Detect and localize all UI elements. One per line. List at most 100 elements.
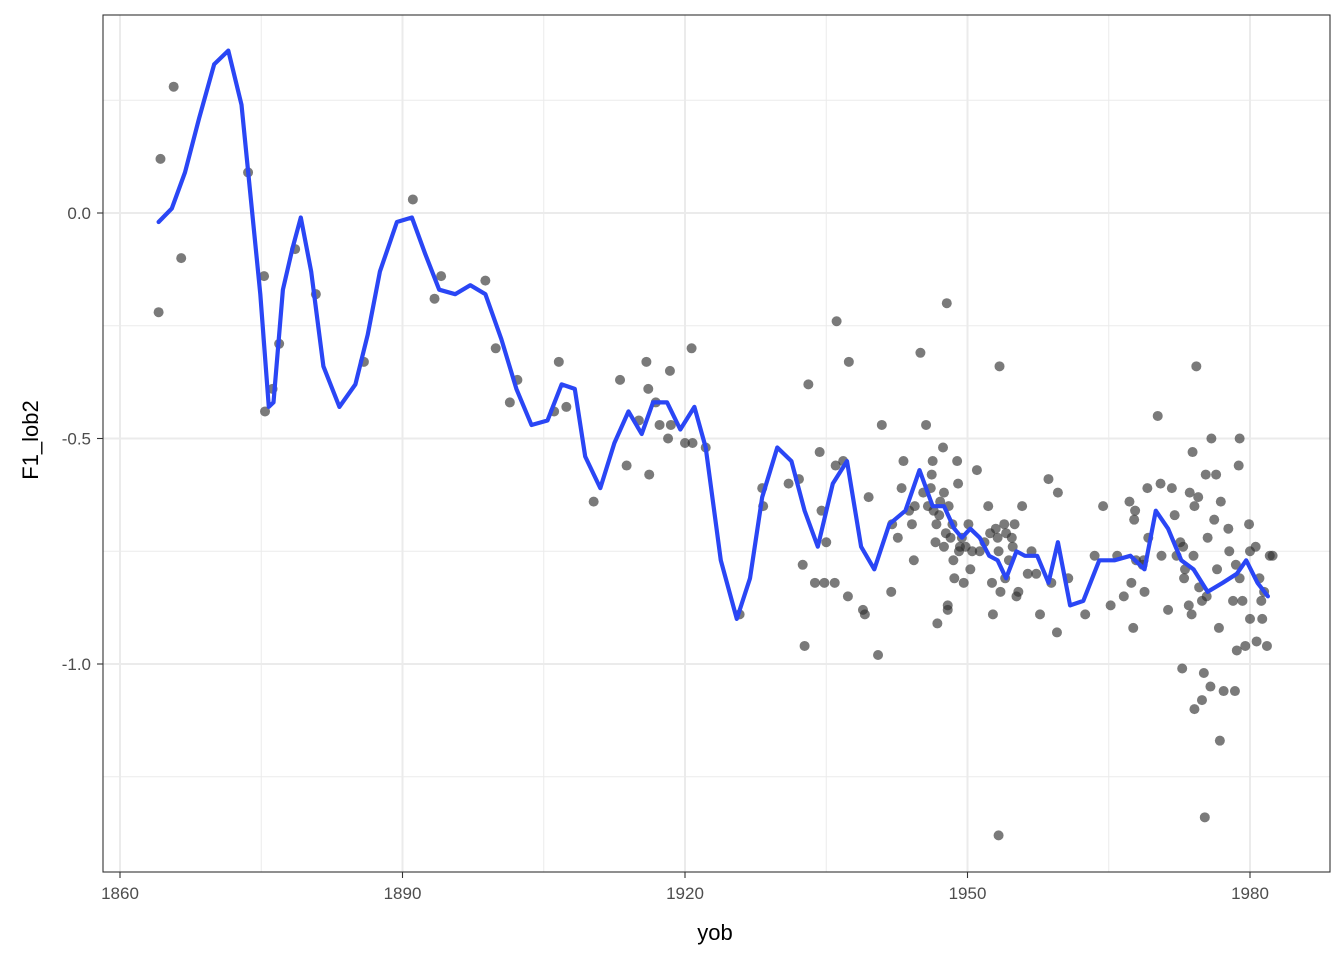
data-point bbox=[407, 194, 418, 205]
data-point bbox=[1184, 487, 1195, 498]
data-point bbox=[687, 438, 698, 449]
data-point bbox=[1187, 447, 1198, 458]
data-point bbox=[1178, 541, 1189, 552]
data-point bbox=[945, 532, 956, 543]
data-point bbox=[1213, 622, 1224, 633]
data-point bbox=[1250, 541, 1261, 552]
data-point bbox=[1051, 627, 1062, 638]
data-point bbox=[803, 379, 814, 390]
data-point bbox=[176, 253, 187, 264]
data-point bbox=[1215, 496, 1226, 507]
data-point bbox=[1228, 595, 1239, 606]
data-point bbox=[1202, 532, 1213, 543]
data-point bbox=[1267, 550, 1278, 561]
data-point bbox=[1124, 496, 1135, 507]
data-point bbox=[1179, 573, 1190, 584]
data-point bbox=[1089, 550, 1100, 561]
data-point bbox=[1080, 609, 1091, 620]
data-point bbox=[1211, 469, 1222, 480]
data-point bbox=[892, 532, 903, 543]
data-point bbox=[876, 419, 887, 430]
data-point bbox=[938, 487, 949, 498]
data-point bbox=[1142, 483, 1153, 494]
data-point bbox=[999, 519, 1010, 530]
data-point bbox=[830, 460, 841, 471]
data-point bbox=[490, 343, 501, 354]
smooth-line-series bbox=[156, 48, 1270, 621]
data-point bbox=[480, 275, 491, 286]
data-point bbox=[965, 564, 976, 575]
data-point bbox=[1155, 478, 1166, 489]
data-point bbox=[1212, 564, 1223, 575]
data-point bbox=[1231, 645, 1242, 656]
data-point bbox=[260, 406, 271, 417]
y-tick-label: 0.0 bbox=[67, 204, 91, 223]
data-point bbox=[1205, 681, 1216, 692]
data-point bbox=[1189, 704, 1200, 715]
data-point bbox=[1189, 501, 1200, 512]
x-tick-label: 1890 bbox=[384, 884, 422, 903]
data-point bbox=[1017, 501, 1028, 512]
data-point bbox=[686, 343, 697, 354]
data-point bbox=[1223, 523, 1234, 534]
data-point bbox=[1257, 613, 1268, 624]
data-point bbox=[921, 419, 932, 430]
data-point bbox=[1098, 501, 1109, 512]
data-point bbox=[863, 492, 874, 503]
data-point bbox=[909, 501, 920, 512]
data-point bbox=[1130, 505, 1141, 516]
data-point bbox=[963, 519, 974, 530]
y-axis-tick-labels: 0.0 -0.5 -1.0 bbox=[62, 204, 91, 674]
data-point bbox=[153, 307, 164, 318]
data-point bbox=[821, 537, 832, 548]
data-point bbox=[1230, 559, 1241, 570]
data-point bbox=[1118, 591, 1129, 602]
data-point bbox=[1022, 568, 1033, 579]
data-point bbox=[938, 541, 949, 552]
data-point bbox=[873, 649, 884, 660]
data-point bbox=[942, 600, 953, 611]
data-point bbox=[1237, 595, 1248, 606]
data-point bbox=[663, 433, 674, 444]
data-point bbox=[906, 519, 917, 530]
data-point bbox=[1218, 686, 1229, 697]
data-point bbox=[1177, 663, 1188, 674]
data-point bbox=[1183, 600, 1194, 611]
data-point bbox=[588, 496, 599, 507]
data-point bbox=[829, 577, 840, 588]
panel-border bbox=[102, 14, 1331, 873]
data-point bbox=[958, 577, 969, 588]
x-axis-title: yob bbox=[697, 920, 732, 945]
data-point bbox=[1261, 640, 1272, 651]
data-point bbox=[1166, 483, 1177, 494]
axis-ticks bbox=[97, 212, 1251, 878]
data-point bbox=[680, 438, 690, 449]
trend-line bbox=[156, 48, 1270, 621]
data-point bbox=[1256, 595, 1267, 606]
x-tick-label: 1980 bbox=[1231, 884, 1269, 903]
data-point bbox=[898, 456, 909, 467]
data-point bbox=[644, 469, 655, 480]
data-point bbox=[1031, 568, 1042, 579]
data-point bbox=[990, 523, 1001, 534]
data-point bbox=[504, 397, 515, 408]
data-point bbox=[429, 293, 440, 304]
data-point bbox=[1240, 640, 1251, 651]
data-point bbox=[1043, 474, 1054, 485]
data-point bbox=[1200, 469, 1211, 480]
data-point bbox=[993, 830, 1004, 841]
data-point bbox=[1233, 460, 1244, 471]
data-point bbox=[814, 447, 825, 458]
data-point bbox=[654, 419, 665, 430]
data-point bbox=[993, 546, 1004, 557]
data-point bbox=[994, 361, 1005, 372]
data-point bbox=[1013, 586, 1024, 597]
data-point bbox=[1196, 695, 1207, 706]
data-point bbox=[1139, 586, 1150, 597]
data-point bbox=[665, 419, 676, 430]
data-point bbox=[1224, 546, 1235, 557]
data-point bbox=[155, 153, 166, 164]
data-point bbox=[615, 374, 626, 385]
